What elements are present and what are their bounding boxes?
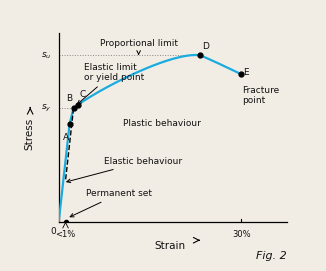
Text: A: A bbox=[63, 133, 68, 142]
Text: $s_u$: $s_u$ bbox=[41, 50, 52, 60]
Text: Plastic behaviour: Plastic behaviour bbox=[123, 119, 200, 128]
Text: C: C bbox=[80, 90, 86, 99]
Text: Stress: Stress bbox=[24, 118, 34, 150]
Text: Proportional limit: Proportional limit bbox=[100, 39, 178, 54]
Text: Permanent set: Permanent set bbox=[70, 189, 152, 217]
Text: Fracture
point: Fracture point bbox=[242, 86, 280, 105]
Text: Strain: Strain bbox=[155, 241, 185, 251]
Text: Fig. 2: Fig. 2 bbox=[256, 251, 287, 261]
Text: <1%: <1% bbox=[55, 230, 76, 239]
Text: $s_y$: $s_y$ bbox=[41, 103, 52, 114]
Text: Elastic limit
or yield point: Elastic limit or yield point bbox=[78, 63, 144, 104]
Text: D: D bbox=[202, 43, 209, 51]
Text: Elastic behaviour: Elastic behaviour bbox=[67, 157, 183, 183]
Text: B: B bbox=[67, 94, 72, 103]
Text: 0: 0 bbox=[50, 227, 56, 236]
Text: 30%: 30% bbox=[232, 230, 251, 239]
Text: E: E bbox=[243, 68, 249, 77]
